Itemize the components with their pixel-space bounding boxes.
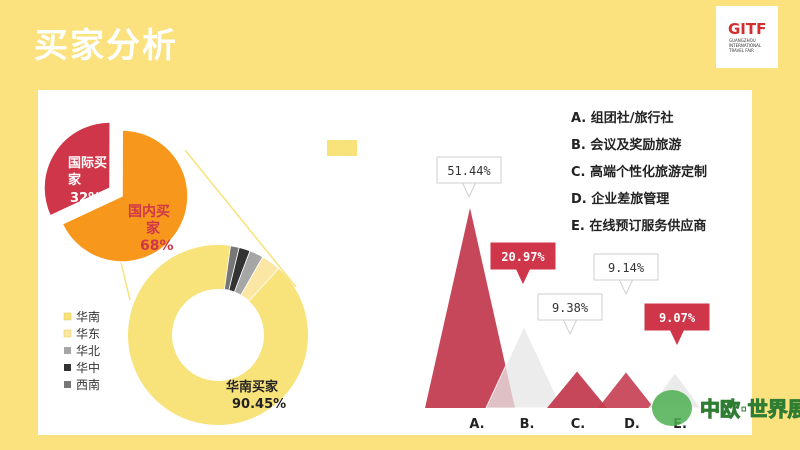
donut-segment [223,245,240,291]
legend-swatch [64,347,71,354]
legend-swatch [64,364,71,371]
pie-slice [61,129,189,263]
pie-value: 68% [140,238,174,254]
category-label: A. [469,417,484,432]
callout-pointer [515,267,531,285]
legend-item: 华东 [76,327,100,341]
callout-pointer [669,328,685,346]
callout-pointer [562,318,578,336]
logo-name: GITF [728,20,767,38]
bar-legend: A. 组团社/旅行社 B. 会议及奖励旅游 C. 高端个性化旅游定制 D. 企业差旅管… [571,110,707,234]
pie-value: 32% [70,191,101,206]
logo-subtitle: GUANGZHOU INTERNATIONAL TRAVEL FAIR [729,38,762,53]
callout-pointer [461,181,477,199]
callout-box [436,156,502,184]
bar-peak [485,325,563,409]
legend-item: 华北 [76,344,100,358]
bar-peak [425,208,515,408]
legend-item: 西南 [76,377,100,392]
pie-label: 家 [68,172,82,188]
legend-item: 华中 [76,360,100,375]
bar-legend-item: E. 在线预订服务供应商 [571,218,706,234]
gitf-logo [716,6,778,68]
bar-chart: 51.44%20.97%9.38%9.14%9.07%A. B. C. D. E. [425,156,710,432]
data-label: 9.38% [552,301,589,315]
bar-peak [547,371,607,408]
donut-center-label: 华南买家 [226,379,279,395]
watermark-main: 中欧·世界展会 [700,397,800,421]
callout-box [593,253,659,281]
data-label: 51.44% [447,164,491,178]
bar-legend-item: C. 高端个性化旅游定制 [571,164,707,180]
legend-swatch [64,381,71,388]
legend-item: 华南 [76,309,100,324]
donut-chart: 华南买家 90.45% [127,244,308,425]
pie-label: 国内买 [128,203,170,220]
callout-pointer [618,278,634,296]
legend-swatch [63,312,72,321]
donut-segment [233,250,264,296]
bar-legend-item: D. 企业差旅管理 [571,191,669,207]
pie-label: 国际买 [68,156,107,171]
category-label: D. [624,417,640,432]
callout-box [537,293,603,321]
data-label: 9.07% [659,311,696,325]
legend-swatch [63,329,72,338]
watermark: 中欧·世界展会 ZhongOu Expo [652,390,800,434]
pie-slice [43,121,111,217]
watermark-sub: ZhongOu Expo [688,425,747,434]
page-title: 买家分析 [34,26,178,66]
bar-legend-item: A. 组团社/旅行社 [571,110,674,126]
connector-line-upper [184,149,297,288]
data-label: 9.14% [608,261,645,275]
decor-rect [327,140,357,156]
donut-segment [240,256,280,302]
callout-box [644,303,710,331]
callout-box [490,242,556,270]
donut-center-value: 90.45% [232,397,286,412]
category-label: C. [571,417,585,432]
pie-label: 家 [146,220,161,237]
data-label: 20.97% [501,250,545,264]
donut-segment [127,244,308,425]
bar-peak [598,372,654,408]
globe-icon [652,390,692,426]
category-label: B. [520,417,535,432]
donut-segment [228,247,251,293]
bar-legend-item: B. 会议及奖励旅游 [571,137,681,153]
